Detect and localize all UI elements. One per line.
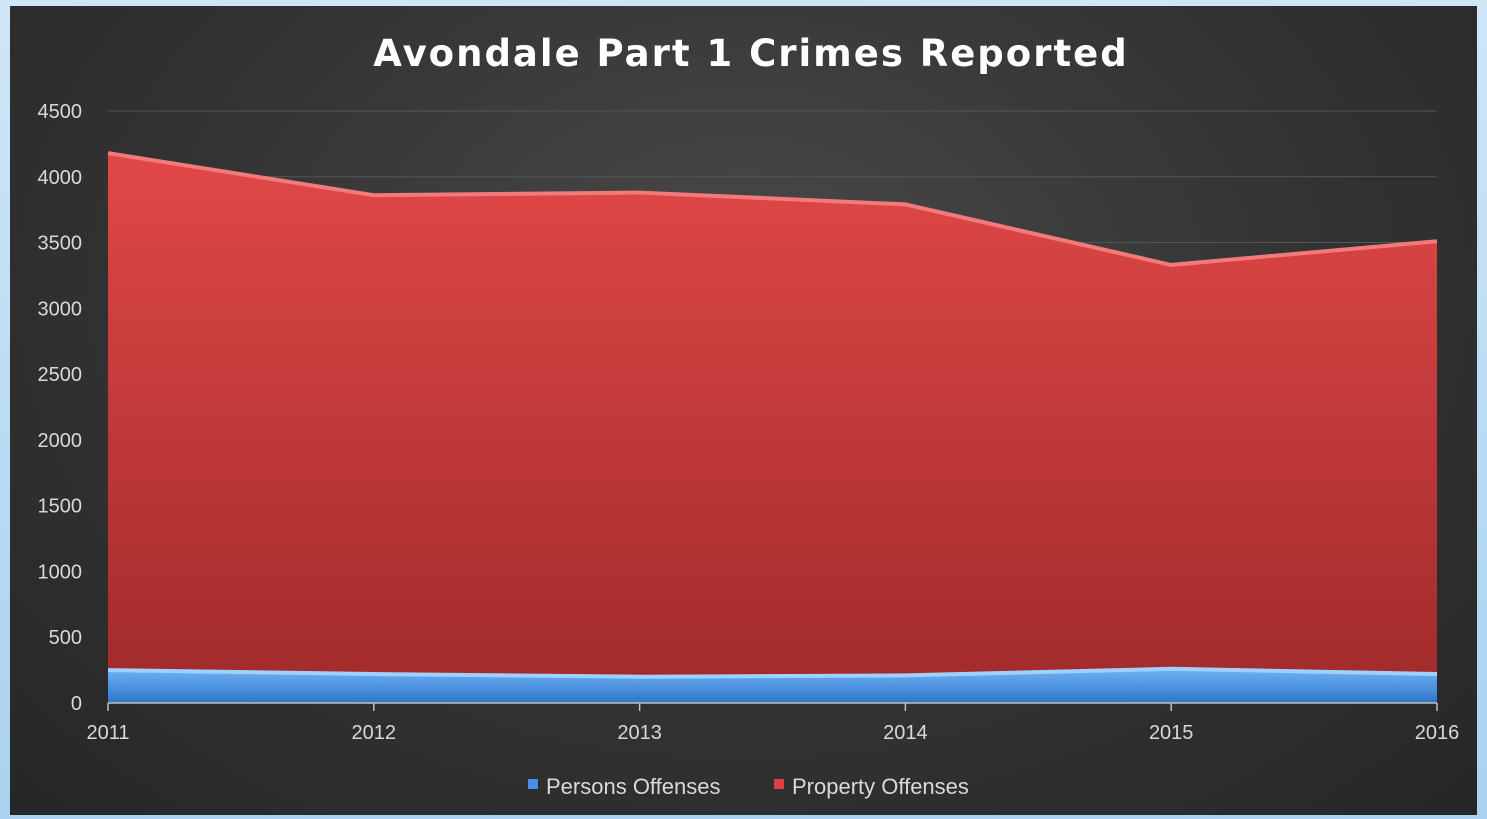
y-tick-label: 3500	[38, 233, 83, 255]
y-tick-label: 500	[49, 627, 82, 649]
legend-swatch	[774, 779, 784, 789]
axes	[107, 702, 1438, 711]
x-tick-label: 2015	[1149, 722, 1194, 744]
y-tick-label: 4500	[38, 101, 83, 123]
y-tick-label: 1500	[38, 496, 83, 518]
stacked-area-chart: Avondale Part 1 Crimes Reported 0 500 1000…	[38, 32, 1460, 799]
chart-frame: Avondale Part 1 Crimes Reported 0 500 1000…	[10, 6, 1477, 815]
legend-swatch	[528, 779, 538, 789]
y-tick-label: 4000	[38, 167, 83, 189]
x-tick-label: 2016	[1415, 722, 1460, 744]
x-tick-label: 2011	[86, 722, 129, 744]
y-tick-label: 1000	[38, 561, 83, 583]
series-areas	[107, 151, 1438, 703]
x-tick-label: 2012	[352, 722, 397, 744]
series-line-persons-offenses	[107, 666, 1438, 679]
legend: Persons Offenses Property Offenses	[528, 774, 969, 799]
legend-label: Persons Offenses	[546, 774, 720, 799]
series-line-property-offenses	[107, 151, 1438, 267]
x-tick-label: 2014	[883, 722, 928, 744]
x-tick-label: 2013	[617, 722, 662, 744]
y-tick-label: 3000	[38, 298, 83, 320]
area-property-offenses	[108, 153, 1437, 677]
x-tick-labels: 2011 2012 2013 2014 2015 2016	[86, 722, 1459, 744]
chart-title: Avondale Part 1 Crimes Reported	[373, 32, 1128, 75]
y-tick-label: 2500	[38, 364, 83, 386]
y-tick-label: 2000	[38, 430, 83, 452]
y-tick-labels: 0 500 1000 1500 2000 2500 3000 3500 4000 4500	[38, 101, 83, 715]
legend-item-property-offenses: Property Offenses	[774, 774, 969, 799]
legend-label: Property Offenses	[792, 774, 969, 799]
y-tick-label: 0	[71, 693, 82, 715]
area-persons-offenses	[108, 668, 1437, 703]
legend-item-persons-offenses: Persons Offenses	[528, 774, 720, 799]
